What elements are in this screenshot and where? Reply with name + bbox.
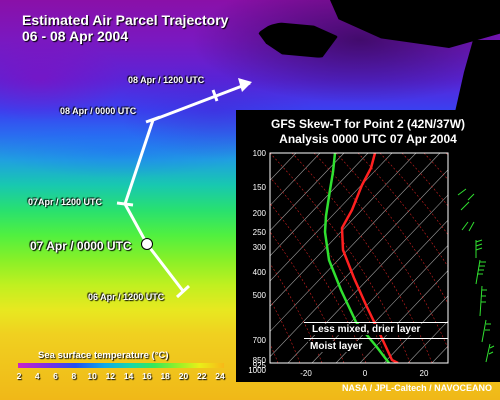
temperature-label: 0: [363, 369, 368, 378]
trajectory-label-07-1200: 07Apr / 1200 UTC: [28, 197, 103, 207]
trajectory-label-07-0000: 07 Apr / 0000 UTC: [30, 239, 132, 253]
pressure-label: 300: [253, 243, 267, 252]
image-credit: NASA / JPL-Caltech / NAVOCEANO: [341, 383, 492, 393]
trajectory-label-08-0000: 08 Apr / 0000 UTC: [60, 106, 137, 116]
annotation-upper-line: [304, 322, 448, 323]
sst-tick-label: 2: [16, 371, 22, 381]
skewt-title: GFS Skew-T for Point 2 (42N/37W): [270, 117, 466, 131]
sst-tick-label: 22: [196, 371, 207, 381]
annotation-upper-text: Less mixed, drier layer: [310, 324, 423, 335]
sst-tick-label: 6: [53, 371, 58, 381]
trajectory-label-08-1200: 08 Apr / 1200 UTC: [128, 75, 205, 85]
sst-tick-label: 18: [160, 371, 170, 381]
pressure-label: 250: [253, 228, 267, 237]
skewt-subtitle: Analysis 0000 UTC 07 Apr 2004: [279, 132, 457, 146]
pressure-label: 400: [253, 268, 267, 277]
sst-tick-label: 4: [34, 371, 40, 381]
trajectory-label-06-1200: 06 Apr / 1200 UTC: [88, 292, 165, 302]
pressure-label: 1000: [248, 366, 266, 375]
annotation-lower-text: Moist layer: [308, 341, 365, 352]
temperature-profile: [340, 153, 399, 363]
annotation-mid-line: [304, 338, 448, 339]
sst-tick-label: 14: [123, 371, 134, 381]
sst-tick-label: 12: [105, 371, 116, 381]
sst-tick-label: 20: [178, 371, 189, 381]
pressure-label: 500: [253, 291, 267, 300]
wind-barbs: [457, 188, 495, 363]
sst-legend-title: Sea surface temperature (°C): [38, 350, 169, 361]
pressure-label: 150: [253, 183, 267, 192]
sst-tick-label: 8: [71, 371, 77, 381]
sst-tick-label: 16: [142, 371, 152, 381]
temperature-label: 20: [420, 369, 429, 378]
sst-colorbar: [18, 363, 224, 368]
sst-tick-label: 24: [215, 371, 225, 381]
skewt-panel: GFS Skew-T for Point 2 (42N/37W) Analysi…: [236, 110, 500, 382]
pressure-label: 925: [253, 361, 267, 370]
sst-tick-label: 10: [87, 371, 97, 381]
pressure-label: 200: [253, 209, 267, 218]
map-title: Estimated Air Parcel Trajectory: [22, 12, 229, 28]
temperature-label: -20: [300, 369, 312, 378]
pressure-label: 850: [253, 356, 267, 365]
pressure-label: 700: [253, 336, 267, 345]
map-subtitle: 06 - 08 Apr 2004: [22, 28, 129, 44]
pressure-label: 100: [253, 149, 267, 158]
